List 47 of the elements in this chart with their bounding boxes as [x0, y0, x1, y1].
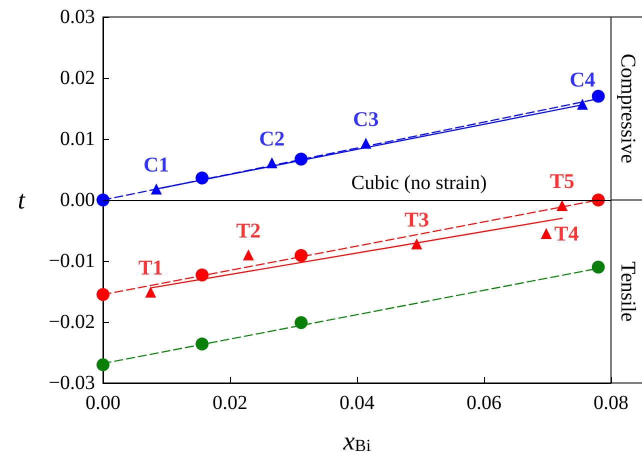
point — [592, 90, 605, 103]
point — [592, 260, 605, 274]
point — [411, 238, 422, 250]
point — [592, 194, 605, 206]
annotation: T5 — [550, 168, 574, 193]
y-tick-label: −0.03 — [48, 372, 95, 394]
x-axis-title: xBi — [342, 426, 372, 456]
annotation: C2 — [259, 126, 285, 150]
annotation: C4 — [570, 68, 596, 92]
point — [294, 316, 308, 330]
annotation: T3 — [404, 207, 429, 232]
y-tick-label: 0.01 — [60, 128, 95, 150]
x-tick-label: 0.06 — [466, 392, 502, 414]
point — [576, 98, 588, 110]
point — [294, 152, 308, 166]
y-axis-title: t — [18, 186, 26, 214]
point — [96, 358, 110, 372]
x-tick-label: 0.04 — [340, 392, 374, 414]
x-tick-label: 0.08 — [594, 392, 628, 414]
annotation: T4 — [554, 222, 580, 246]
point — [96, 194, 110, 206]
y-tick-label: 0.00 — [60, 189, 95, 211]
point — [196, 172, 209, 185]
annotation: T1 — [138, 256, 163, 280]
x-tick-label: 0.02 — [212, 392, 248, 414]
annotation: C3 — [353, 106, 379, 131]
y-tick-label: −0.02 — [48, 311, 95, 333]
point — [196, 337, 209, 350]
point — [266, 157, 278, 168]
y-tick-label: −0.01 — [48, 250, 95, 272]
point — [540, 228, 552, 240]
point — [294, 249, 308, 262]
text: Tensile — [616, 261, 640, 322]
text: Compressive — [616, 54, 640, 164]
annotation: C1 — [144, 152, 170, 177]
point — [556, 200, 568, 211]
point — [360, 138, 372, 149]
point — [242, 249, 254, 260]
ref-line-label: Cubic (no strain) — [351, 172, 487, 194]
point — [150, 184, 162, 195]
x-tick-label: 0.00 — [86, 392, 120, 414]
point — [196, 268, 209, 282]
y-tick-label: 0.03 — [60, 6, 95, 28]
point — [96, 288, 110, 302]
point — [145, 286, 156, 298]
y-tick-label: 0.02 — [60, 67, 95, 89]
annotation: T2 — [236, 218, 261, 242]
